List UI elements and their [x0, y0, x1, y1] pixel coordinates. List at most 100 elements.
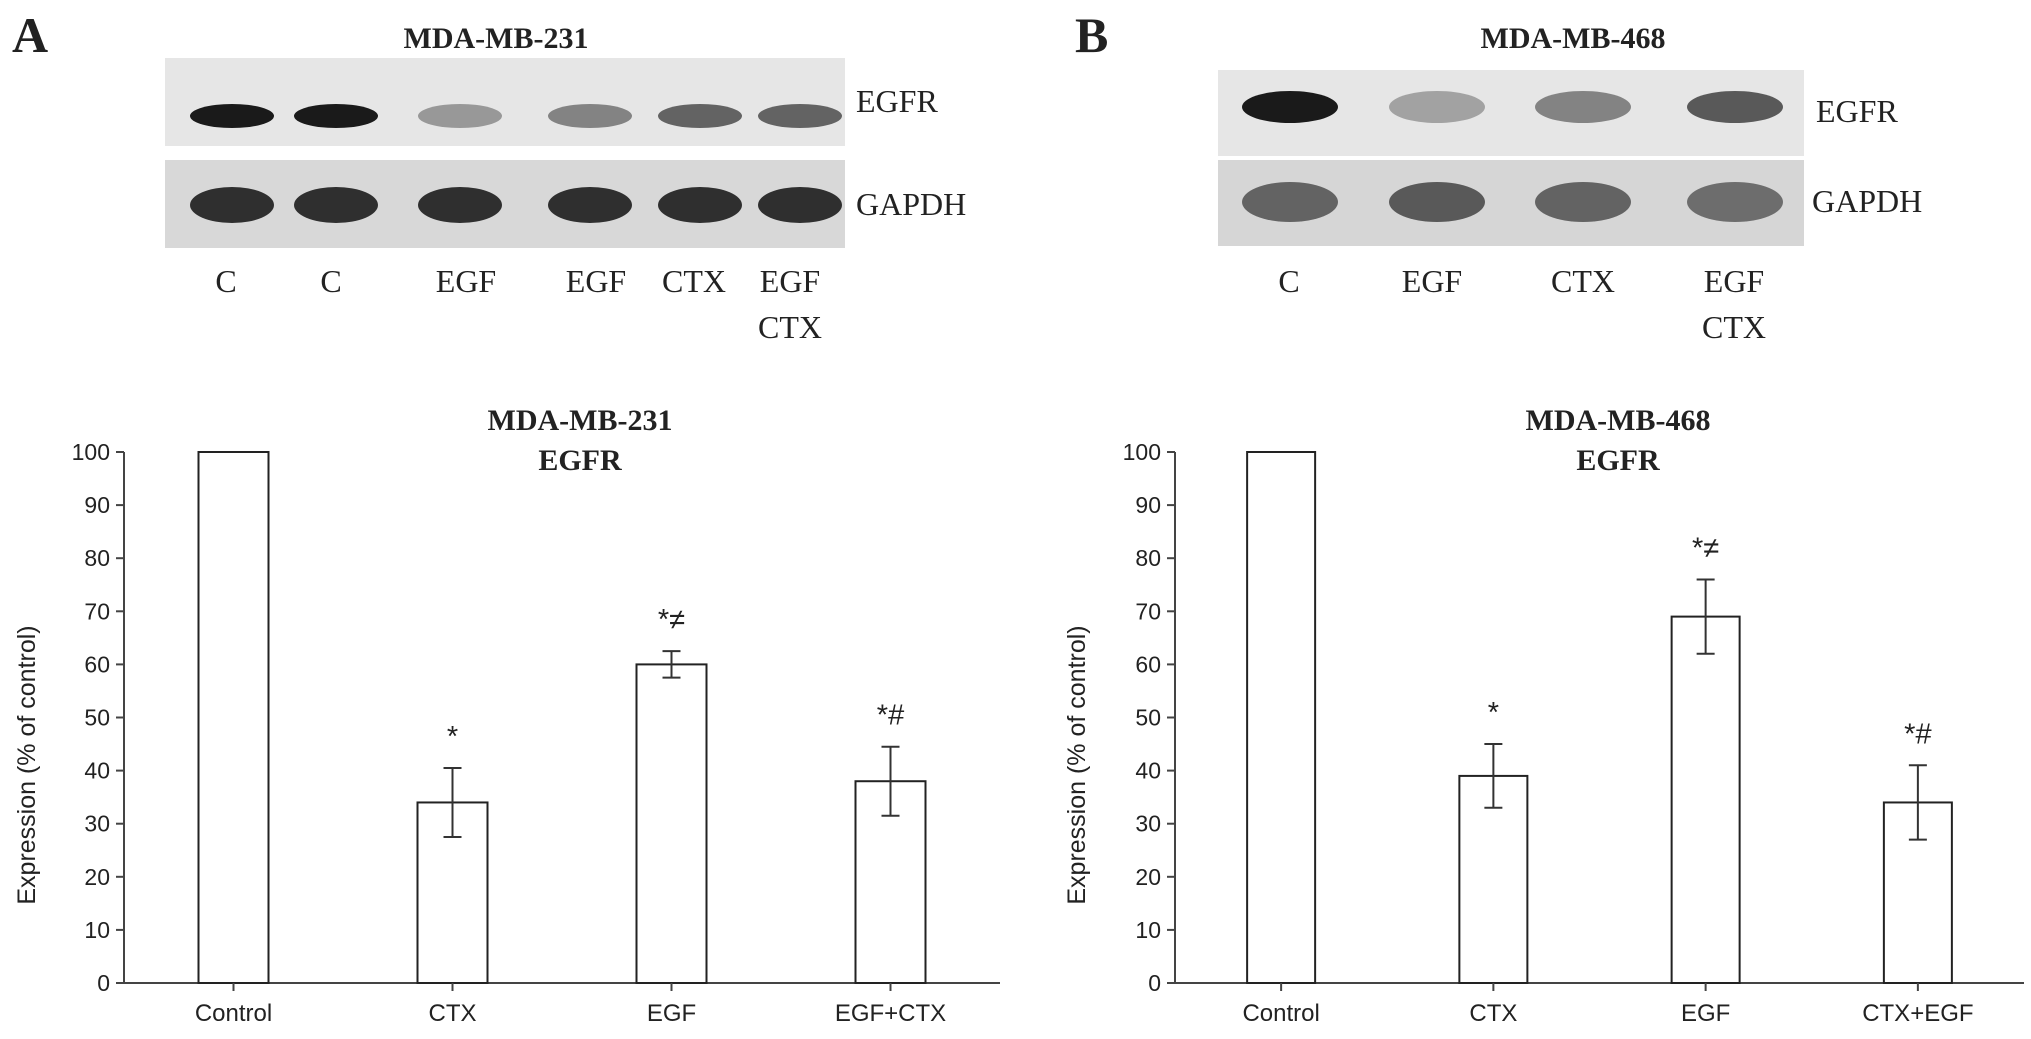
blot-band: [548, 104, 632, 128]
blot-b-lane-label: EGF: [1704, 263, 1764, 299]
blot-a-lane-label: EGF: [566, 263, 626, 299]
chart-b-title-line-1: MDA-MB-468: [1526, 404, 1711, 437]
chart-b-y-axis-label: Expression (% of control): [1063, 625, 1091, 904]
chart-b-y-tick-label: 50: [1135, 705, 1161, 731]
blot-a-egfr-membrane: [165, 58, 845, 146]
blot-b-lane-label: CTX: [1551, 263, 1615, 299]
chart-a-x-tick-label: Control: [195, 1000, 272, 1027]
chart-a-significance-label: *≠: [658, 604, 685, 636]
blot-b-bands: [1242, 91, 1783, 222]
chart-b-x-tick-label: CTX: [1469, 1000, 1517, 1027]
chart-b-x-tick-label: CTX+EGF: [1862, 1000, 1973, 1027]
chart-a-title-line-1: MDA-MB-231: [488, 404, 673, 437]
blot-b-lane-label: EGF: [1402, 263, 1462, 299]
chart-a-y-tick-label: 80: [84, 545, 110, 571]
chart-a-y-tick-label: 50: [84, 705, 110, 731]
chart-b-y-tick-label: 0: [1148, 970, 1161, 996]
blot-a-gapdh-label: GAPDH: [856, 186, 966, 222]
blot-b: EGFR GAPDH C EGF CTX EGF CTX: [1218, 70, 1922, 345]
blot-band: [1389, 91, 1485, 123]
chart-a-y-tick-label: 40: [84, 758, 110, 784]
chart-a-x-tick-label: EGF+CTX: [835, 1000, 946, 1027]
chart-b-y-tick-label: 100: [1123, 439, 1161, 465]
chart-a-marks: 0 10 20 30 40 50 60 70 80 90 100 Control * CTX *≠ EGF *#…: [72, 439, 1000, 1027]
panel-b-cell-line: MDA-MB-468: [1481, 22, 1666, 55]
blot-band: [190, 104, 274, 128]
chart-b-x-tick-label: Control: [1242, 1000, 1319, 1027]
blot-b-lane-labels: C EGF CTX EGF CTX: [1278, 263, 1766, 345]
chart-b-y-tick-label: 90: [1135, 492, 1161, 518]
blot-band: [1687, 91, 1783, 123]
chart-a-y-tick-label: 0: [97, 970, 110, 996]
blot-b-lane-label: C: [1278, 263, 1299, 299]
blot-band: [1535, 91, 1631, 123]
panel-b: B MDA-MB-468 EGFR GAPDH C EGF CTX EGF CT…: [1075, 7, 1922, 345]
blot-band: [1242, 182, 1338, 222]
chart-a-title-line-2: EGFR: [538, 444, 622, 477]
chart-a-y-tick-label: 70: [84, 598, 110, 624]
chart-a-bar: [635, 663, 708, 985]
blot-a-lane-label: C: [320, 263, 341, 299]
blot-band: [758, 104, 842, 128]
blot-a-lane-labels: C C EGF EGF CTX EGF CTX: [215, 263, 822, 345]
blot-b-lane-label: CTX: [1702, 309, 1766, 345]
chart-b-y-tick-label: 10: [1135, 917, 1161, 943]
chart-a-y-tick-label: 20: [84, 864, 110, 890]
chart-a-bar: [197, 451, 270, 984]
chart-b-title-line-2: EGFR: [1576, 444, 1660, 477]
panel-a-cell-line: MDA-MB-231: [404, 22, 589, 55]
chart-b-significance-label: *: [1488, 697, 1499, 729]
blot-band: [1242, 91, 1338, 123]
blot-band: [658, 187, 742, 223]
blot-a-lane-label: EGF: [760, 263, 820, 299]
chart-a-y-axis-label: Expression (% of control): [13, 625, 41, 904]
blot-band: [1389, 182, 1485, 222]
chart-b-marks: 0 10 20 30 40 50 60 70 80 90 100 Control * CTX *≠ EGF *#…: [1123, 439, 2024, 1027]
chart-b-y-tick-label: 60: [1135, 651, 1161, 677]
chart-a-x-tick-label: CTX: [429, 1000, 477, 1027]
chart-a-y-tick-label: 30: [84, 811, 110, 837]
chart-a-x-tick-label: EGF: [647, 1000, 696, 1027]
chart-b-bar: [1670, 615, 1741, 984]
chart-b-significance-label: *≠: [1692, 532, 1719, 564]
chart-b-y-tick-label: 80: [1135, 545, 1161, 571]
chart-b-y-tick-label: 70: [1135, 598, 1161, 624]
blot-band: [1687, 182, 1783, 222]
blot-a-lane-label: CTX: [662, 263, 726, 299]
blot-a: EGFR GAPDH C C EGF EGF CTX EGF CTX: [165, 58, 966, 345]
chart-b-y-tick-label: 30: [1135, 811, 1161, 837]
chart-b-y-tick-label: 40: [1135, 758, 1161, 784]
panel-a-letter: A: [12, 7, 48, 63]
chart-a-y-tick-label: 90: [84, 492, 110, 518]
chart-a-significance-label: *#: [877, 700, 904, 732]
blot-a-egfr-label: EGFR: [856, 83, 938, 119]
chart-a-significance-label: *: [447, 721, 458, 753]
bar-chart-a: MDA-MB-231 EGFR Expression (% of control…: [13, 404, 1000, 1027]
blot-band: [418, 187, 502, 223]
bar-chart-b: MDA-MB-468 EGFR Expression (% of control…: [1063, 404, 2024, 1027]
blot-b-gapdh-label: GAPDH: [1812, 183, 1922, 219]
blot-a-lane-label: C: [215, 263, 236, 299]
chart-b-significance-label: *#: [1904, 718, 1931, 750]
blot-band: [1535, 182, 1631, 222]
blot-a-lane-label: CTX: [758, 309, 822, 345]
blot-band: [190, 187, 274, 223]
chart-b-bar: [1246, 451, 1317, 984]
blot-band: [294, 104, 378, 128]
blot-a-lane-label: EGF: [436, 263, 496, 299]
chart-a-y-tick-label: 10: [84, 917, 110, 943]
chart-a-y-tick-label: 100: [72, 439, 110, 465]
chart-a-y-tick-label: 60: [84, 651, 110, 677]
chart-b-y-tick-label: 20: [1135, 864, 1161, 890]
panel-a: A MDA-MB-231 EGFR GAPDH C C EGF EGF CTX …: [12, 7, 966, 345]
blot-band: [418, 104, 502, 128]
blot-b-egfr-label: EGFR: [1816, 93, 1898, 129]
blot-band: [548, 187, 632, 223]
blot-band: [758, 187, 842, 223]
chart-b-x-tick-label: EGF: [1681, 1000, 1730, 1027]
panel-b-letter: B: [1075, 7, 1108, 63]
blot-band: [294, 187, 378, 223]
blot-band: [658, 104, 742, 128]
blot-a-bands: [190, 104, 842, 223]
